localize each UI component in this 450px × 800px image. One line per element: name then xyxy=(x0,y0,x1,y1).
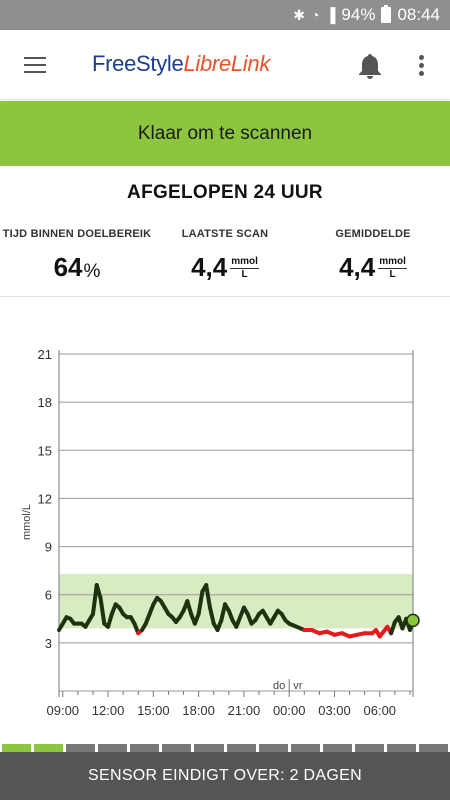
unit-numerator: mmol xyxy=(230,256,259,269)
unit-mmol-l: mmol L xyxy=(378,256,407,281)
bluetooth-icon: ✱ xyxy=(293,6,306,23)
glucose-trace-segment xyxy=(106,611,114,629)
sensor-progress-segment xyxy=(226,744,256,752)
target-range-band xyxy=(59,573,413,629)
clock: 08:44 xyxy=(397,5,440,24)
day-label-left: do xyxy=(273,680,285,692)
glucose-trace-segment xyxy=(94,583,103,600)
bell-icon[interactable] xyxy=(357,52,383,80)
unit-mmol-l: mmol L xyxy=(230,256,259,281)
unit-numerator: mmol xyxy=(378,256,407,269)
y-tick-label: 21 xyxy=(38,347,52,362)
logo-librelink: LibreLink xyxy=(183,51,271,76)
y-tick-label: 15 xyxy=(38,443,52,458)
sensor-progress-segment xyxy=(98,744,128,752)
battery-level: 94% xyxy=(341,5,376,24)
sensor-progress-segment xyxy=(258,744,288,752)
sensor-progress-segment xyxy=(2,744,32,752)
status-bar: ✱ ◔ ▐ 94% 08:44 xyxy=(0,0,450,30)
sensor-remaining-text: SENSOR EINDIGT OVER: 2 DAGEN xyxy=(88,767,362,784)
sensor-progress-segment xyxy=(66,744,96,752)
glucose-trace-segment xyxy=(204,583,212,610)
stat-value: 4,4 mmol L xyxy=(339,252,407,283)
stat-average: GEMIDDELDE 4,4 mmol L xyxy=(308,228,438,283)
sensor-progress-segment xyxy=(194,744,224,752)
glucose-trace-segment xyxy=(207,605,216,626)
y-tick-label: 9 xyxy=(45,540,52,555)
sensor-progress-segment xyxy=(34,744,64,752)
glucose-trace-segment xyxy=(98,595,107,626)
y-tick-label: 6 xyxy=(45,588,52,603)
stat-last-scan: LAATSTE SCAN 4,4 mmol L xyxy=(160,228,290,283)
sensor-progress-segment xyxy=(162,744,192,752)
last-scan-value: 4,4 xyxy=(191,252,228,282)
sensor-status-footer: SENSOR EINDIGT OVER: 2 DAGEN xyxy=(0,752,450,800)
x-tick-label: 00:00 xyxy=(273,703,306,718)
scan-ready-text: Klaar om te scannen xyxy=(137,122,313,144)
day-label-right: vr xyxy=(293,680,303,692)
sensor-progress-segment xyxy=(386,744,417,752)
signal-icon: ▐ xyxy=(325,7,336,23)
period-title: AFGELOPEN 24 UUR xyxy=(127,182,323,203)
percent-unit: % xyxy=(83,261,101,282)
sensor-progress-bar xyxy=(0,744,450,752)
glucose-chart[interactable]: 3 6 9 12 15 18 21 mmol/L 09:00 12:00 15:00 18:00 21:… xyxy=(0,340,450,725)
sensor-progress-segment xyxy=(322,744,352,752)
glucose-trace-segment xyxy=(185,599,194,616)
stat-label: TIJD BINNEN DOELBEREIK xyxy=(2,228,152,240)
unit-denominator: L xyxy=(241,269,248,280)
stat-value: 4,4 mmol L xyxy=(191,252,259,283)
x-tick-label: 18:00 xyxy=(182,703,215,718)
sensor-progress-segment xyxy=(354,744,384,752)
stat-time-in-range: TIJD BINNEN DOELBEREIK 64% xyxy=(2,228,152,283)
stat-label: GEMIDDELDE xyxy=(335,228,411,240)
menu-icon[interactable] xyxy=(24,57,46,73)
app-logo: FreeStyleLibreLink xyxy=(92,51,270,77)
sensor-progress-segment xyxy=(419,744,449,752)
app-bar: FreeStyleLibreLink xyxy=(0,30,450,100)
x-tick-label: 03:00 xyxy=(318,703,351,718)
x-tick-label: 12:00 xyxy=(92,703,125,718)
logo-freestyle: FreeStyle xyxy=(92,51,184,76)
y-axis-label: mmol/L xyxy=(21,504,33,540)
stat-value: 64% xyxy=(54,252,101,283)
current-reading-point xyxy=(406,613,420,628)
stat-label: LAATSTE SCAN xyxy=(181,228,269,240)
battery-icon xyxy=(381,5,392,23)
x-tick-label: 09:00 xyxy=(47,703,80,718)
scan-ready-banner[interactable]: Klaar om te scannen xyxy=(0,101,450,166)
sensor-progress-segment xyxy=(130,744,160,752)
x-tick-label: 06:00 xyxy=(364,703,397,718)
divider xyxy=(0,296,450,297)
unit-denominator: L xyxy=(389,269,396,280)
time-in-range-value: 64 xyxy=(53,252,83,282)
sensor-progress-segment xyxy=(290,744,320,752)
y-tick-label: 18 xyxy=(38,395,52,410)
x-tick-label: 15:00 xyxy=(137,703,170,718)
y-tick-label: 12 xyxy=(38,491,52,506)
more-vert-icon[interactable] xyxy=(419,55,425,77)
y-tick-label: 3 xyxy=(45,636,52,651)
average-value: 4,4 xyxy=(339,252,376,282)
wifi-icon: ◔ xyxy=(311,7,320,23)
x-tick-label: 21:00 xyxy=(228,703,261,718)
glucose-trace-segment xyxy=(196,589,205,616)
